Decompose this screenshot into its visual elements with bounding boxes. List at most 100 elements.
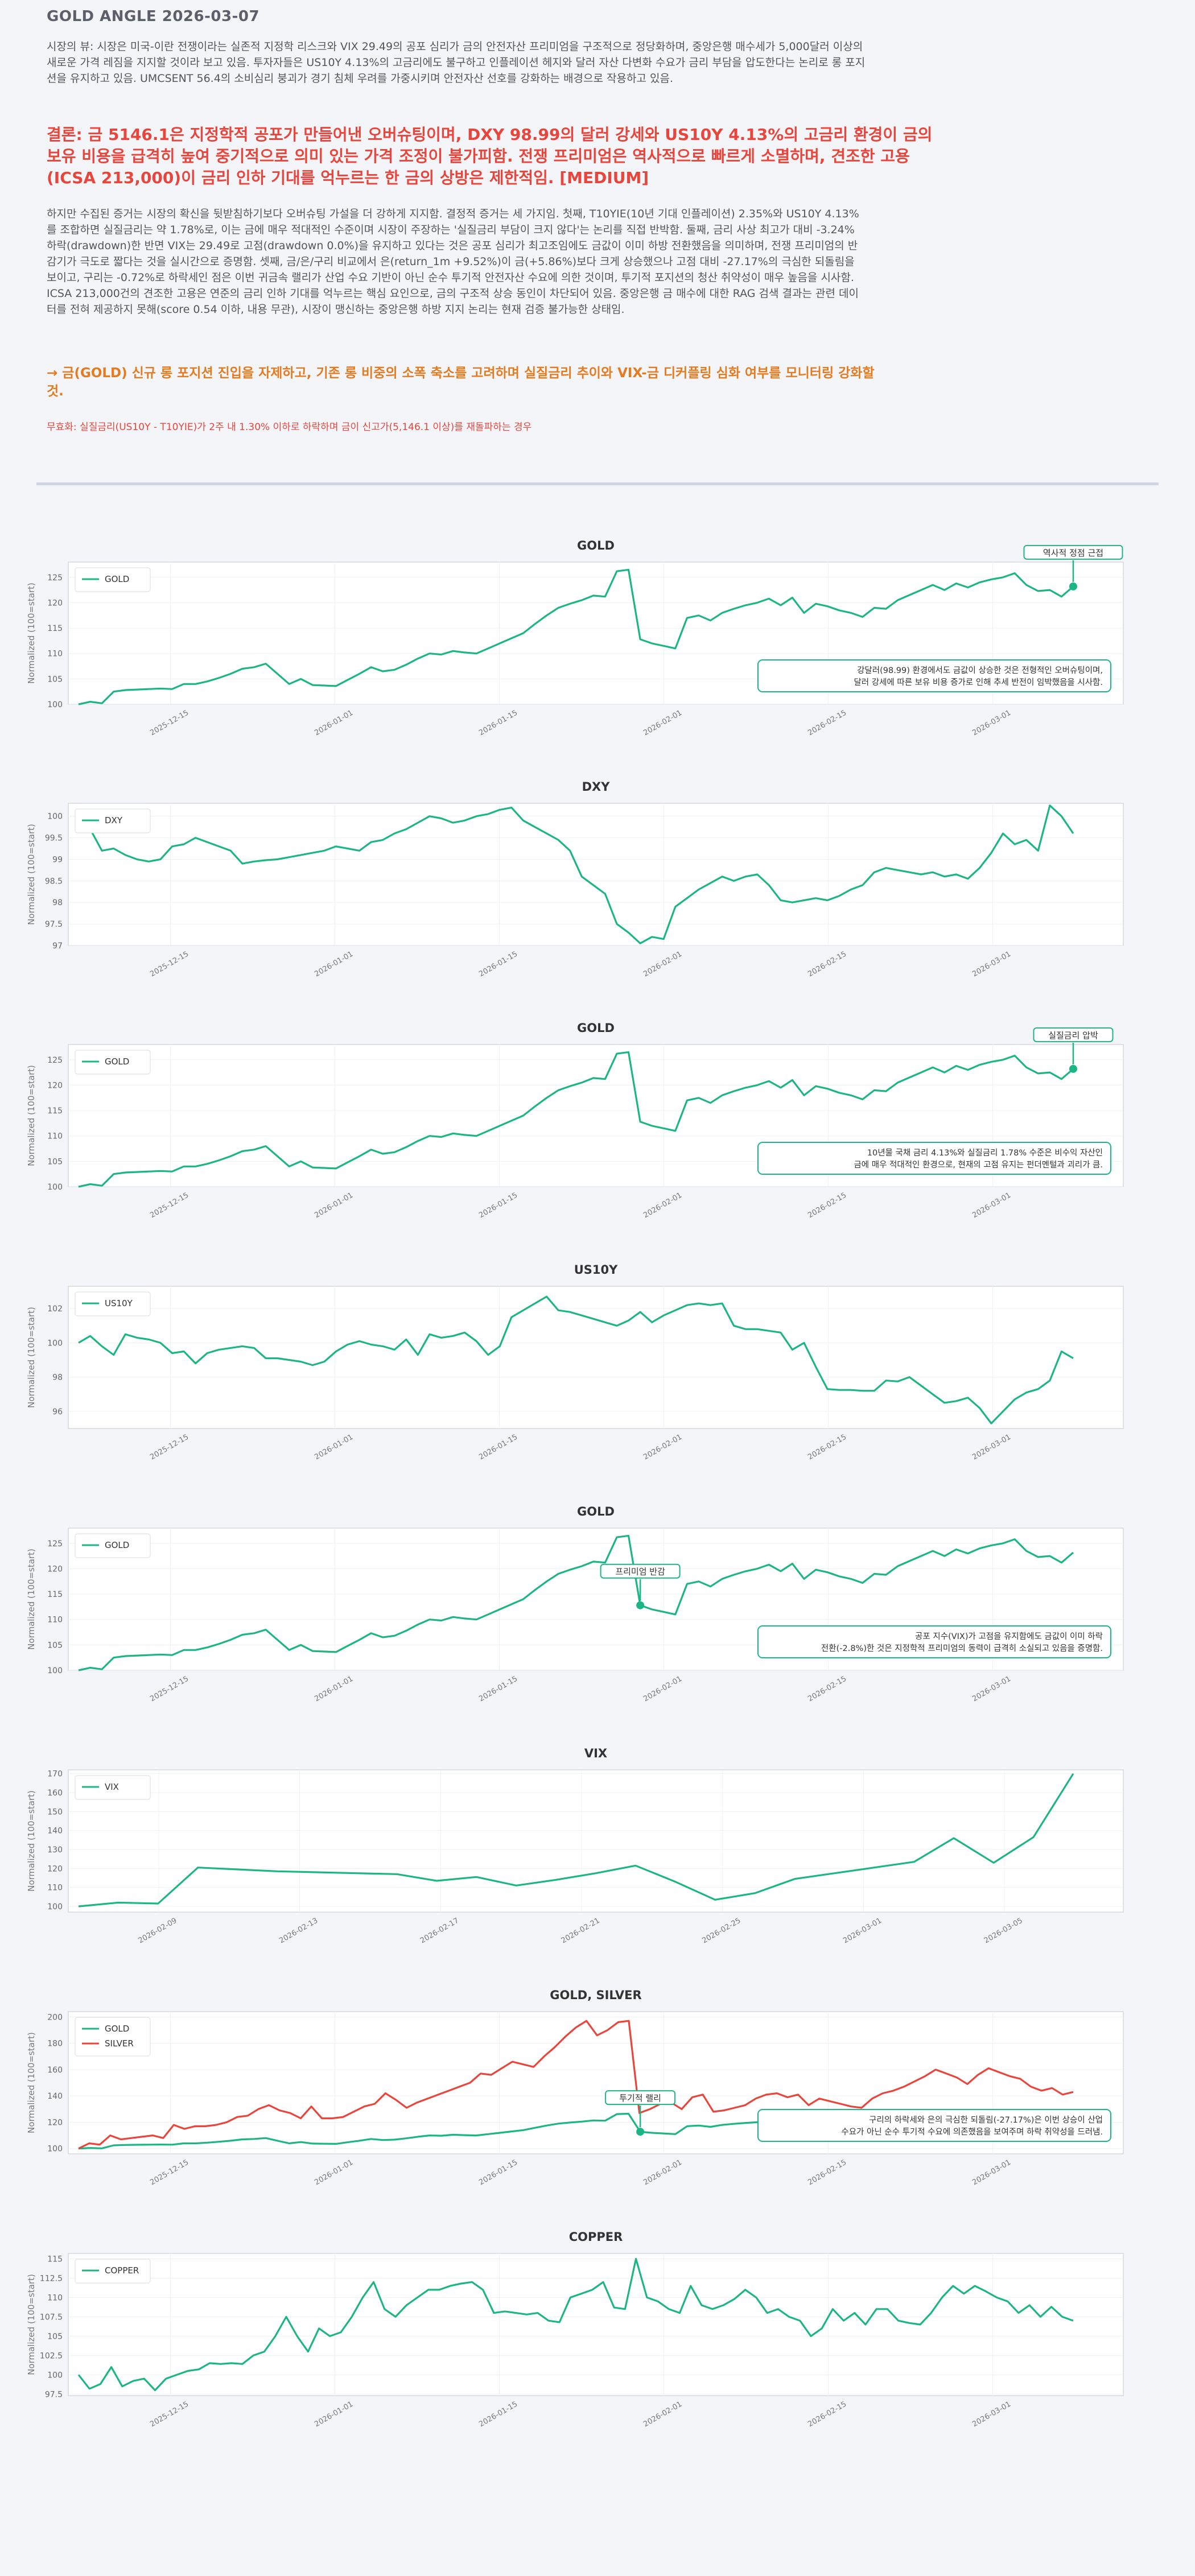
series-line-us10y: [78, 1295, 1074, 1425]
highlight-point: [1069, 1064, 1077, 1073]
x-tick-label: 2026-01-15: [477, 950, 519, 979]
x-tick-label: 2026-01-01: [313, 950, 355, 979]
x-tick-label: 2026-03-01: [971, 1675, 1012, 1704]
x-tick-label: 2026-01-01: [313, 2400, 355, 2429]
chart-8-copper: COPPER 2025-12-15 2026-01-01 2026-01-15 2026…: [26, 2230, 1124, 2429]
y-axis-label: Normalized (100=start): [26, 2274, 36, 2375]
y-tick-label: 115: [47, 624, 63, 633]
legend-label: SILVER: [105, 2038, 134, 2049]
y-tick-label: 170: [47, 1770, 63, 1779]
y-axis-label: Normalized (100=start): [26, 2032, 36, 2133]
x-tick-label: 2026-02-15: [806, 950, 848, 979]
legend-box: [75, 1291, 151, 1316]
chart-title: VIX: [584, 1747, 607, 1760]
market-view-summary: 시장의 뷰: 시장은 미국-이란 전쟁이라는 실존적 지정학 리스크와 VIX …: [47, 39, 866, 86]
x-tick-label: 2026-02-01: [642, 1433, 683, 1462]
x-tick-label: 2026-02-15: [806, 1433, 848, 1462]
y-axis-label: Normalized (100=start): [26, 1065, 36, 1166]
x-tick-label: 2026-03-01: [971, 950, 1012, 979]
y-tick-label: 100: [47, 2145, 63, 2154]
plot-area: [68, 1286, 1124, 1429]
chart-title: DXY: [582, 780, 611, 794]
y-tick-label: 100: [47, 812, 63, 821]
x-tick-label: 2026-02-25: [700, 1917, 742, 1946]
annotation-note: 구리의 하락세와 은의 극심한 되돌림(-27.17%)은 이번 상승이 산업 수…: [841, 2115, 1103, 2137]
y-tick-label: 160: [47, 2066, 63, 2075]
legend-box: [75, 1050, 151, 1075]
y-tick-label: 100: [47, 1902, 63, 1912]
y-tick-label: 140: [47, 1827, 63, 1836]
legend-label: GOLD: [105, 1540, 129, 1550]
highlight-point: [1069, 582, 1077, 591]
x-tick-label: 2026-02-09: [137, 1917, 179, 1946]
y-axis-label: Normalized (100=start): [26, 1307, 36, 1408]
y-tick-label: 99: [52, 855, 63, 864]
x-tick-label: 2026-02-01: [642, 1675, 683, 1704]
y-tick-label: 200: [47, 2013, 63, 2022]
x-tick-label: 2026-01-15: [477, 1433, 519, 1462]
legend-box: [75, 567, 151, 592]
x-tick-label: 2026-03-01: [971, 1191, 1012, 1220]
x-tick-label: 2026-02-15: [806, 2158, 848, 2187]
y-tick-label: 102.5: [40, 2351, 63, 2360]
y-tick-label: 110: [47, 1616, 63, 1625]
y-tick-label: 98: [52, 898, 63, 907]
x-tick-label: 2026-02-01: [642, 2400, 683, 2429]
legend-box: [75, 1775, 151, 1800]
chart-title: GOLD, SILVER: [550, 1988, 641, 2002]
annotation-label-box: [600, 1563, 681, 1579]
x-tick-label: 2025-12-15: [149, 1675, 190, 1704]
y-tick-label: 115: [47, 1107, 63, 1116]
x-tick-label: 2025-12-15: [149, 2400, 190, 2429]
y-axis-label: Normalized (100=start): [26, 1790, 36, 1892]
y-tick-label: 110: [47, 1132, 63, 1141]
legend-box: [75, 808, 151, 833]
page-title: GOLD ANGLE 2026-03-07: [47, 8, 260, 25]
y-tick-label: 100: [47, 1666, 63, 1675]
summary-text: 시장의 뷰: 시장은 미국-이란 전쟁이라는 실존적 지정학 리스크와 VIX …: [47, 40, 866, 85]
y-tick-label: 105: [47, 2332, 63, 2341]
conclusion-text: 결론: 금 5146.1은 지정학적 공포가 만들어낸 오버슈팅이며, DXY …: [47, 125, 933, 187]
plot-area: [68, 2253, 1124, 2396]
annotation-note-box: [757, 1142, 1111, 1175]
y-axis-label: Normalized (100=start): [26, 583, 36, 684]
x-tick-label: 2026-01-01: [313, 1675, 355, 1704]
chart-title: US10Y: [574, 1263, 618, 1277]
chart-title: COPPER: [569, 2230, 623, 2244]
legend-label: GOLD: [105, 574, 129, 584]
x-tick-label: 2026-03-01: [971, 1433, 1012, 1462]
y-tick-label: 125: [47, 1056, 63, 1065]
y-tick-label: 115: [47, 2255, 63, 2264]
series-line-gold: [78, 568, 1074, 705]
y-tick-label: 180: [47, 2040, 63, 2049]
y-tick-label: 105: [47, 1157, 63, 1166]
annotation-label-box: [1023, 544, 1123, 560]
y-tick-label: 115: [47, 1590, 63, 1599]
x-tick-label: 2026-02-01: [642, 2158, 683, 2187]
x-tick-label: 2025-12-15: [149, 1433, 190, 1462]
y-tick-label: 110: [47, 1884, 63, 1893]
annotation-label-box: [1033, 1027, 1114, 1042]
x-tick-label: 2026-02-21: [560, 1917, 601, 1946]
annotation-note-box: [757, 659, 1111, 692]
evidence-body: 하지만 수집된 증거는 시장의 확신을 뒷받침하기보다 오버슈팅 가설을 더 강…: [47, 206, 866, 317]
y-tick-label: 98.5: [45, 877, 63, 886]
y-tick-label: 125: [47, 573, 63, 583]
y-tick-label: 120: [47, 598, 63, 608]
chart-4-us10y: US10Y 2025-12-15 2026-01-01 2026-01-15 2026-…: [26, 1263, 1124, 1462]
x-tick-label: 2026-02-15: [806, 2400, 848, 2429]
y-tick-label: 99.5: [45, 834, 63, 843]
y-axis-label: Normalized (100=start): [26, 1549, 36, 1650]
y-tick-label: 100: [47, 1339, 63, 1348]
x-tick-label: 2026-02-01: [642, 1191, 683, 1220]
y-tick-label: 102: [47, 1304, 63, 1314]
legend-label: COPPER: [105, 2265, 139, 2276]
body-text: 하지만 수집된 증거는 시장의 확신을 뒷받침하기보다 오버슈팅 가설을 더 강…: [47, 208, 859, 316]
x-tick-label: 2026-02-15: [806, 709, 848, 738]
y-axis-label: Normalized (100=start): [26, 824, 36, 925]
chart-5-gold: GOLD 2025-12-15 2026-01-01 2026-01-15 2026-0…: [26, 1505, 1124, 1704]
y-tick-label: 140: [47, 2092, 63, 2101]
y-tick-label: 98: [52, 1373, 63, 1382]
legend-label: US10Y: [105, 1298, 133, 1308]
legend-label: GOLD: [105, 1056, 129, 1067]
